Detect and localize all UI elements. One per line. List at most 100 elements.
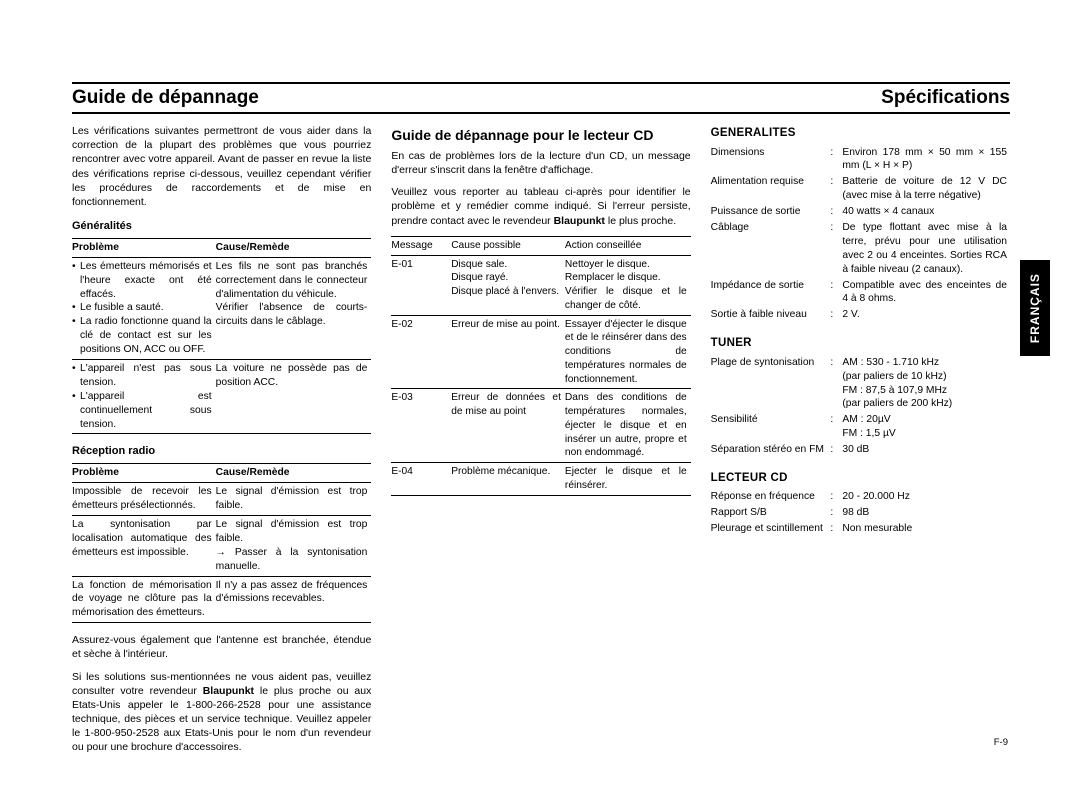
cell-text: Impossible de recevoir les émetteurs pré… (72, 483, 216, 516)
spec-label: Alimentation requise (711, 175, 831, 205)
th-cause: Cause possible (451, 236, 565, 255)
spec-value: 2 V. (842, 308, 1010, 324)
spec-general-table: Dimensions:Environ 178 mm × 50 mm × 155 … (711, 146, 1010, 325)
table-row: Sortie à faible niveau:2 V. (711, 308, 1010, 324)
table-row: E-04 Problème mécanique. Ejecter le disq… (391, 463, 690, 496)
table-row: Séparation stéréo en FM:30 dB (711, 443, 1010, 459)
spec-label: Séparation stéréo en FM (711, 443, 831, 459)
antenna-note: Assurez-vous également que l'antenne est… (72, 633, 371, 661)
spec-value: Environ 178 mm × 50 mm × 155 mm (L × H ×… (842, 146, 1010, 176)
cell-text: Les fils ne sont pas branchés correcteme… (216, 260, 368, 302)
table-row: Dimensions:Environ 178 mm × 50 mm × 155 … (711, 146, 1010, 176)
th-problem: Problème (72, 464, 216, 483)
spec-label: Réponse en fréquence (711, 490, 831, 506)
cell-msg: E-04 (391, 463, 451, 496)
spec-value: Compatible avec des enceintes de 4 à 8 o… (842, 279, 1010, 309)
brand-name: Blaupunkt (203, 685, 254, 697)
page-number: F-9 (994, 737, 1008, 750)
spec-tuner-title: TUNER (711, 336, 1010, 352)
spec-label: Plage de syntonisation (711, 356, 831, 414)
spec-tuner-table: Plage de syntonisation:AM : 530 - 1.710 … (711, 356, 1010, 459)
cell-text: → Passer à la syntonisation manuelle. (216, 546, 368, 574)
spec-label: Sensibilité (711, 413, 831, 443)
cell-msg: E-02 (391, 315, 451, 389)
cell-action: Essayer d'éjecter le disque et de le réi… (565, 315, 691, 389)
cd-intro-1: En cas de problèmes lors de la lecture d… (391, 149, 690, 177)
table-row: Alimentation requise:Batterie de voiture… (711, 175, 1010, 205)
cell-action: Ejecter le disque et le réinsérer. (565, 463, 691, 496)
list-item: •Le fusible a sauté. (72, 301, 212, 315)
spec-label: Pleurage et scintillement (711, 522, 831, 538)
table-row: Plage de syntonisation:AM : 530 - 1.710 … (711, 356, 1010, 414)
cell-text: La fonction de mémorisation de voyage ne… (72, 576, 216, 623)
spec-value: 20 - 20.000 Hz (842, 490, 1010, 506)
spec-label: Puissance de sortie (711, 205, 831, 221)
cell-action: Nettoyer le disque. Remplacer le disque.… (565, 255, 691, 315)
spec-value: 40 watts × 4 canaux (842, 205, 1010, 221)
intro-paragraph: Les vérifications suivantes permettront … (72, 124, 371, 209)
spec-value: AM : 530 - 1.710 kHz (par paliers de 10 … (842, 356, 1010, 414)
spec-cd-table: Réponse en fréquence:20 - 20.000 Hz Rapp… (711, 490, 1010, 538)
cd-intro-2: Veuillez vous reporter au tableau ci-apr… (391, 185, 690, 228)
th-action: Action conseillée (565, 236, 691, 255)
table-row: Rapport S/B:98 dB (711, 506, 1010, 522)
section-radio-title: Réception radio (72, 444, 371, 459)
table-row: La fonction de mémorisation de voyage ne… (72, 576, 371, 623)
spec-label: Impédance de sortie (711, 279, 831, 309)
cell-cause: Erreur de données et de mise au point (451, 389, 565, 463)
column-middle: Guide de dépannage pour le lecteur CD En… (391, 124, 690, 763)
table-row: Impossible de recevoir les émetteurs pré… (72, 483, 371, 516)
cell-text: La syntonisation par localisation automa… (72, 515, 216, 576)
table-row: Pleurage et scintillement:Non mesurable (711, 522, 1010, 538)
cell-action: Dans des conditions de températures norm… (565, 389, 691, 463)
th-problem: Problème (72, 238, 216, 257)
table-row: •L'appareil n'est pas sous tension. •L'a… (72, 360, 371, 434)
columns: Les vérifications suivantes permettront … (72, 124, 1010, 763)
spec-label: Câblage (711, 221, 831, 279)
note-text: le plus proche. (605, 215, 676, 227)
support-note: Si les solutions sus-mentionnées ne vous… (72, 670, 371, 755)
spec-label: Rapport S/B (711, 506, 831, 522)
table-row: Réponse en fréquence:20 - 20.000 Hz (711, 490, 1010, 506)
table-cd-messages: Message Cause possible Action conseillée… (391, 236, 690, 496)
spec-value: De type flottant avec mise à la terre, p… (842, 221, 1010, 279)
cell-text: Vérifier l'absence de courts-circuits da… (216, 301, 368, 329)
table-row: Puissance de sortie:40 watts × 4 canaux (711, 205, 1010, 221)
list-item: •L'appareil n'est pas sous tension. (72, 362, 212, 390)
cd-guide-title: Guide de dépannage pour le lecteur CD (391, 126, 690, 145)
table-row: Impédance de sortie:Compatible avec des … (711, 279, 1010, 309)
table-row: E-02 Erreur de mise au point. Essayer d'… (391, 315, 690, 389)
section-general-title: Généralités (72, 219, 371, 234)
table-row: •Les émetteurs mémorisés et l'heure exac… (72, 257, 371, 359)
table-row: Câblage:De type flottant avec mise à la … (711, 221, 1010, 279)
cell-msg: E-03 (391, 389, 451, 463)
th-message: Message (391, 236, 451, 255)
list-item: •Les émetteurs mémorisés et l'heure exac… (72, 260, 212, 302)
cell-text: Le signal d'émission est trop faible. (216, 483, 372, 516)
language-tab-label: FRANÇAIS (1027, 273, 1043, 343)
title-right: Spécifications (881, 85, 1010, 111)
spec-general-title: GENERALITES (711, 126, 1010, 142)
brand-name: Blaupunkt (554, 215, 605, 227)
table-general: Problème Cause/Remède •Les émetteurs mém… (72, 238, 371, 435)
table-radio: Problème Cause/Remède Impossible de rece… (72, 463, 371, 623)
language-tab: FRANÇAIS (1020, 260, 1050, 356)
th-cause: Cause/Remède (216, 464, 372, 483)
th-cause: Cause/Remède (216, 238, 372, 257)
cell-cause: Disque sale. Disque rayé. Disque placé à… (451, 255, 565, 315)
cell-text: La voiture ne possède pas de position AC… (216, 360, 372, 434)
title-left: Guide de dépannage (72, 85, 259, 111)
cell-text: Le signal d'émission est trop faible. (216, 518, 368, 546)
cell-msg: E-01 (391, 255, 451, 315)
cell-text: Il n'y a pas assez de fréquences d'émiss… (216, 576, 372, 623)
table-row: Sensibilité:AM : 20µV FM : 1,5 µV (711, 413, 1010, 443)
cell-cause: Problème mécanique. (451, 463, 565, 496)
list-item: •L'appareil est continuellement sous ten… (72, 390, 212, 432)
list-item: •La radio fonctionne quand la clé de con… (72, 315, 212, 357)
table-row: La syntonisation par localisation automa… (72, 515, 371, 576)
spec-value: Non mesurable (842, 522, 1010, 538)
spec-value: 30 dB (842, 443, 1010, 459)
spec-value: Batterie de voiture de 12 V DC (avec mis… (842, 175, 1010, 205)
spec-value: AM : 20µV FM : 1,5 µV (842, 413, 1010, 443)
table-row: E-03 Erreur de données et de mise au poi… (391, 389, 690, 463)
